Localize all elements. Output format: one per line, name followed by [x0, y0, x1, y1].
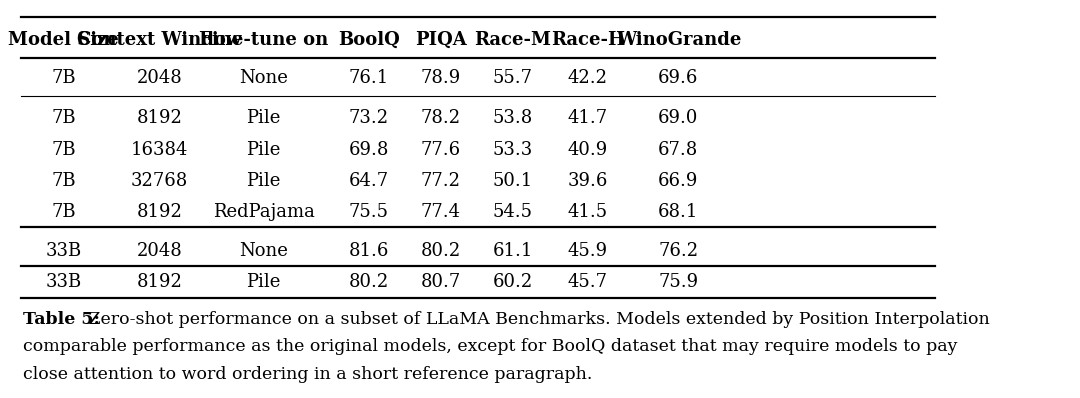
Text: Model Size: Model Size: [8, 31, 119, 49]
Text: 53.3: 53.3: [492, 140, 532, 158]
Text: 80.2: 80.2: [349, 273, 389, 291]
Text: 7B: 7B: [51, 172, 76, 190]
Text: 7B: 7B: [51, 69, 76, 87]
Text: 16384: 16384: [131, 140, 188, 158]
Text: BoolQ: BoolQ: [338, 31, 400, 49]
Text: 7B: 7B: [51, 203, 76, 221]
Text: 81.6: 81.6: [349, 242, 389, 260]
Text: 42.2: 42.2: [568, 69, 608, 87]
Text: 33B: 33B: [45, 273, 81, 291]
Text: 7B: 7B: [51, 109, 76, 127]
Text: 45.7: 45.7: [568, 273, 608, 291]
Text: 80.7: 80.7: [420, 273, 461, 291]
Text: 32768: 32768: [131, 172, 188, 190]
Text: None: None: [240, 69, 288, 87]
Text: 77.4: 77.4: [421, 203, 461, 221]
Text: comparable performance as the original models, except for BoolQ dataset that may: comparable performance as the original m…: [24, 338, 958, 355]
Text: RedPajama: RedPajama: [213, 203, 314, 221]
Text: Pile: Pile: [246, 109, 281, 127]
Text: Zero-shot performance on a subset of LLaMA Benchmarks. Models extended by Positi: Zero-shot performance on a subset of LLa…: [83, 311, 989, 328]
Text: 69.0: 69.0: [658, 109, 699, 127]
Text: 80.2: 80.2: [420, 242, 461, 260]
Text: 8192: 8192: [136, 203, 183, 221]
Text: close attention to word ordering in a short reference paragraph.: close attention to word ordering in a sh…: [24, 366, 593, 383]
Text: 8192: 8192: [136, 273, 183, 291]
Text: 2048: 2048: [136, 242, 183, 260]
Text: 55.7: 55.7: [492, 69, 532, 87]
Text: 53.8: 53.8: [492, 109, 532, 127]
Text: 7B: 7B: [51, 140, 76, 158]
Text: 68.1: 68.1: [658, 203, 699, 221]
Text: 76.2: 76.2: [658, 242, 699, 260]
Text: 77.2: 77.2: [421, 172, 461, 190]
Text: 69.8: 69.8: [349, 140, 389, 158]
Text: 61.1: 61.1: [492, 242, 532, 260]
Text: 64.7: 64.7: [349, 172, 389, 190]
Text: 69.6: 69.6: [658, 69, 699, 87]
Text: 67.8: 67.8: [658, 140, 699, 158]
Text: Fine-tune on: Fine-tune on: [199, 31, 328, 49]
Text: 8192: 8192: [136, 109, 183, 127]
Text: PIQA: PIQA: [415, 31, 467, 49]
Text: 77.6: 77.6: [420, 140, 461, 158]
Text: Pile: Pile: [246, 273, 281, 291]
Text: 50.1: 50.1: [492, 172, 532, 190]
Text: None: None: [240, 242, 288, 260]
Text: 40.9: 40.9: [568, 140, 608, 158]
Text: Race-M: Race-M: [474, 31, 551, 49]
Text: 73.2: 73.2: [349, 109, 389, 127]
Text: 2048: 2048: [136, 69, 183, 87]
Text: 33B: 33B: [45, 242, 81, 260]
Text: 78.2: 78.2: [420, 109, 461, 127]
Text: Table 5:: Table 5:: [24, 311, 100, 328]
Text: 41.5: 41.5: [568, 203, 608, 221]
Text: 66.9: 66.9: [658, 172, 699, 190]
Text: 39.6: 39.6: [568, 172, 608, 190]
Text: Pile: Pile: [246, 140, 281, 158]
Text: 75.5: 75.5: [349, 203, 389, 221]
Text: 78.9: 78.9: [420, 69, 461, 87]
Text: WinoGrande: WinoGrande: [616, 31, 741, 49]
Text: 60.2: 60.2: [492, 273, 532, 291]
Text: 76.1: 76.1: [349, 69, 389, 87]
Text: 45.9: 45.9: [568, 242, 608, 260]
Text: Race-H: Race-H: [551, 31, 625, 49]
Text: 75.9: 75.9: [658, 273, 699, 291]
Text: 41.7: 41.7: [568, 109, 608, 127]
Text: 54.5: 54.5: [492, 203, 532, 221]
Text: Pile: Pile: [246, 172, 281, 190]
Text: Context Window: Context Window: [77, 31, 242, 49]
